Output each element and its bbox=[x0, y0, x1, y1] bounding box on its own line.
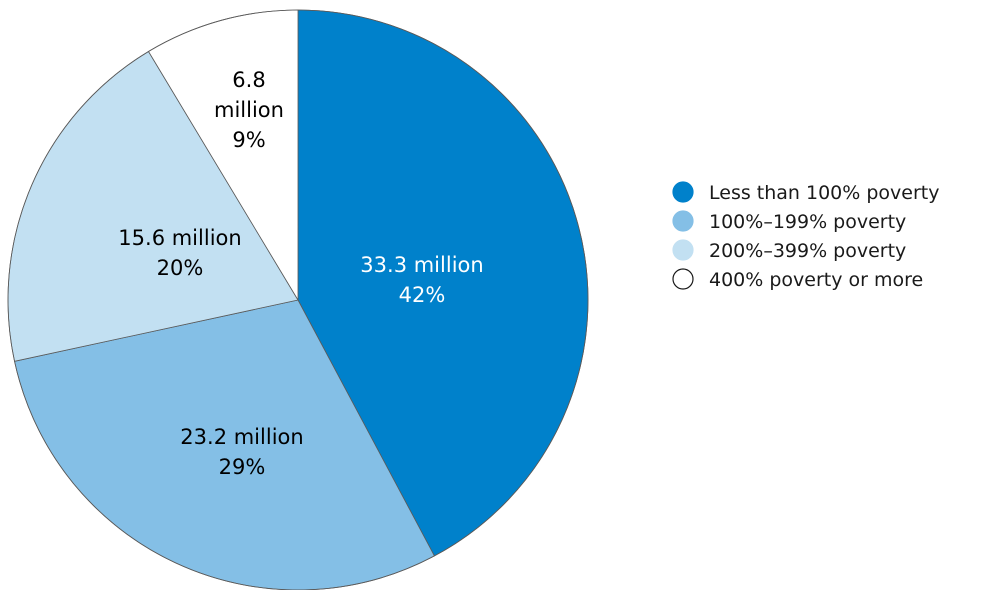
slice-value: 33.3 million bbox=[360, 253, 483, 277]
legend-label: Less than 100% poverty bbox=[709, 182, 939, 204]
legend-label: 200%–399% poverty bbox=[709, 240, 906, 262]
legend: Less than 100% poverty 100%–199% poverty 2… bbox=[672, 181, 939, 291]
slice-value: 15.6 million bbox=[118, 226, 241, 250]
slice-percent: 9% bbox=[232, 128, 265, 152]
slice-label-4: 6.8 million 9% bbox=[214, 68, 284, 152]
slice-label-1: 33.3 million 42% bbox=[360, 253, 483, 307]
legend-marker bbox=[672, 268, 694, 290]
slice-value: million bbox=[214, 98, 284, 122]
pie-outline bbox=[7, 9, 589, 590]
legend-label: 100%–199% poverty bbox=[709, 211, 906, 233]
slice-percent: 20% bbox=[157, 256, 204, 280]
pie-slice-labels: 33.3 million 42% 23.2 million 29% 15.6 milli… bbox=[118, 68, 483, 479]
legend-marker bbox=[672, 239, 694, 261]
slice-percent: 29% bbox=[219, 455, 266, 479]
legend-item: 100%–199% poverty bbox=[672, 210, 906, 233]
slice-label-3: 15.6 million 20% bbox=[118, 226, 241, 280]
slice-value: 6.8 bbox=[232, 68, 265, 92]
slice-label-2: 23.2 million 29% bbox=[180, 425, 303, 479]
legend-item: 400% poverty or more bbox=[672, 268, 923, 291]
legend-marker bbox=[672, 181, 694, 203]
legend-label: 400% poverty or more bbox=[709, 269, 923, 291]
pie-slices bbox=[7, 9, 589, 590]
slice-percent: 42% bbox=[399, 283, 446, 307]
legend-item: Less than 100% poverty bbox=[672, 181, 939, 204]
legend-marker bbox=[672, 210, 694, 232]
slice-value: 23.2 million bbox=[180, 425, 303, 449]
legend-item: 200%–399% poverty bbox=[672, 239, 906, 262]
